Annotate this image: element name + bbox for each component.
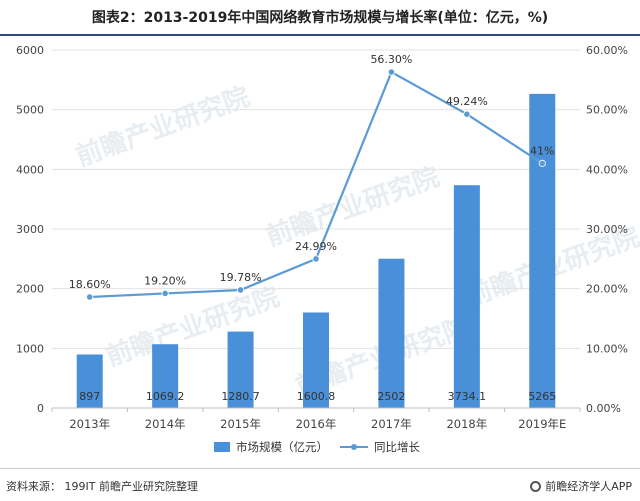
legend-label-bar: 市场规模（亿元） (236, 440, 328, 454)
x-tick-label: 2015年 (220, 417, 261, 431)
line-value-label: 19.20% (144, 274, 186, 287)
x-tick-label: 2014年 (145, 417, 186, 431)
line-point (236, 286, 245, 294)
y-axis-left: 0 1000 2000 3000 4000 5000 6000 (16, 44, 44, 415)
line-point (161, 289, 169, 298)
line-point (463, 110, 471, 118)
legend-label-line: 同比增长 (374, 440, 420, 454)
y-right-tick-label: 40.00% (586, 163, 628, 176)
bar-value-label: 1280.7 (221, 390, 260, 403)
x-tick-label: 2019年E (518, 417, 566, 431)
y-left-tick-label: 6000 (16, 44, 44, 57)
y-left-tick-label: 4000 (16, 163, 44, 176)
line-value-label: 18.60% (69, 278, 111, 291)
bar-value-label: 1069.2 (146, 390, 185, 403)
y-right-tick-label: 50.00% (586, 104, 628, 117)
footer: 资料来源： 199IT 前瞻产业研究院整理 前瞻经济学人APP (0, 468, 640, 501)
bar-value-label: 5265 (528, 390, 556, 403)
y-left-tick-label: 1000 (16, 342, 44, 355)
y-right-tick-label: 60.00% (586, 44, 628, 57)
x-tick-label: 2018年 (446, 417, 487, 431)
y-right-tick-label: 0.00% (586, 402, 621, 415)
watermark-text: 前瞻产业研究院 (262, 161, 444, 252)
line-value-label: 19.78% (220, 271, 262, 284)
y-left-tick-label: 0 (37, 402, 44, 415)
line-value-label: 56.30% (370, 53, 412, 66)
x-tick-label: 2016年 (296, 417, 337, 431)
x-tick-label: 2017年 (371, 417, 412, 431)
chart-svg: 前瞻产业研究院前瞻产业研究院前瞻产业研究院前瞻产业研究院前瞻产业研究院 0100… (16, 44, 640, 454)
app-credit: 前瞻经济学人APP (530, 478, 632, 494)
line-value-label: 49.24% (446, 95, 488, 108)
y-left-tick-label: 5000 (16, 104, 44, 117)
app-name: 前瞻经济学人APP (545, 480, 632, 493)
y-axis-right: 0.00% 10.00% 20.00% 30.00% 40.00% 50.00% 60.00… (586, 44, 628, 415)
bar (529, 93, 556, 409)
bar (378, 258, 405, 408)
bar (152, 344, 179, 408)
legend-swatch-bar (214, 442, 230, 452)
line-value-label: 41% (530, 144, 554, 157)
line-point (312, 255, 320, 263)
bar-value-label: 2502 (377, 390, 405, 403)
bar-value-label: 1600.8 (297, 390, 336, 403)
source-note: 资料来源： 199IT 前瞻产业研究院整理 (6, 480, 198, 493)
bar (303, 312, 329, 408)
x-tick-label: 2013年 (69, 417, 110, 431)
line-point (538, 159, 546, 167)
bar (453, 185, 480, 408)
bar (76, 354, 103, 408)
chart-title: 图表2：2013-2019年中国网络教育市场规模与增长率(单位：亿元，%) (0, 0, 640, 36)
brand-logo-icon (530, 480, 542, 492)
y-right-tick-label: 10.00% (586, 342, 628, 355)
bar-series: 897 1069.2 1280.7 1600.8 2502 3734.1 5265 (76, 93, 556, 409)
line-value-label: 24.99% (295, 240, 337, 253)
bar-value-label: 3734.1 (448, 390, 487, 403)
line-point (86, 293, 94, 301)
legend-marker-line (351, 444, 357, 450)
line-series: 18.60% 19.20% 19.78% 24.99% 56.30% 49.24% 41% (69, 53, 555, 301)
y-left-tick-label: 3000 (16, 223, 44, 236)
y-left-tick-label: 2000 (16, 283, 44, 296)
y-right-tick-label: 20.00% (586, 283, 628, 296)
x-axis: 2013年 2014年 2015年 2016年 2017年 2018年 2019年E (51, 407, 581, 431)
y-right-tick-label: 30.00% (586, 223, 628, 236)
bar-value-label: 897 (79, 390, 100, 403)
line-point (387, 68, 396, 76)
watermark-text: 前瞻产业研究院 (72, 81, 254, 172)
bar (227, 331, 254, 408)
legend: 市场规模（亿元） 同比增长 (214, 440, 420, 454)
